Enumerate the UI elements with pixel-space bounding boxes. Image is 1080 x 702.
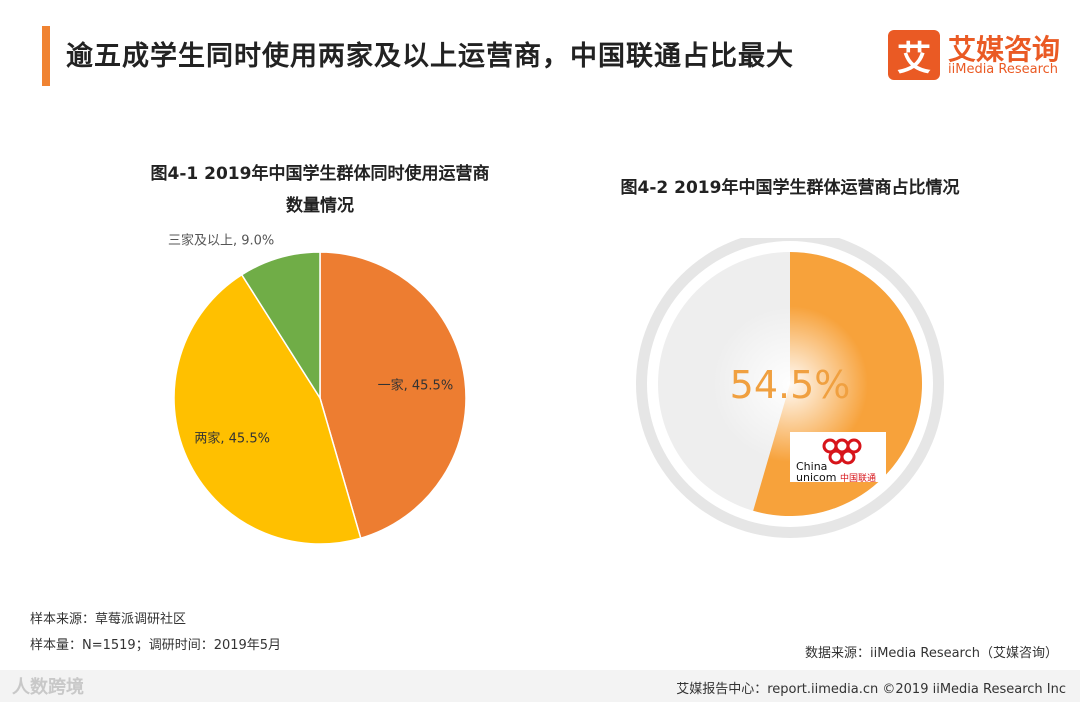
chart2-title: 图4-2 2019年中国学生群体运营商占比情况 [620, 178, 960, 198]
pie1-slice-one [319, 251, 467, 540]
china-unicom-logo: China unicom 中国联通 [790, 432, 886, 484]
chart2-gauge: 54.5% China unicom 中国联通 [636, 238, 944, 538]
gauge-center-glow [712, 306, 868, 462]
iimedia-logo-icon: 艾 [888, 30, 940, 80]
pie1-label-one: 一家, 45.5% [378, 377, 454, 393]
title-accent-bar [42, 26, 50, 86]
chart1-title: 图4-1 2019年中国学生群体同时使用运营商 数量情况 [100, 158, 540, 222]
chart1-title-line1: 图4-1 2019年中国学生群体同时使用运营商 [150, 164, 490, 184]
watermark: 人数跨境 [12, 677, 84, 698]
chart1-pie: 一家, 45.5% 两家, 45.5% 三家及以上, 9.0% [168, 233, 467, 545]
pie1-label-two: 两家, 45.5% [194, 431, 270, 447]
chart1-title-line2: 数量情况 [286, 196, 354, 216]
logo-text-en: iiMedia Research [948, 62, 1059, 77]
page-title: 逾五成学生同时使用两家及以上运营商，中国联通占比最大 [66, 41, 794, 72]
unicom-logo-cn: 中国联通 [840, 472, 876, 484]
pie1-slice-three-plus [240, 251, 321, 401]
footer-bar [0, 670, 1080, 702]
pie1-label-three-plus: 三家及以上, 9.0% [168, 233, 274, 249]
data-source-note: 数据来源：iiMedia Research（艾媒咨询） [804, 646, 1058, 661]
sample-size-note: 样本量：N=1519；调研时间：2019年5月 [30, 638, 282, 653]
unicom-logo-line1: China [796, 460, 827, 473]
sample-source-note: 样本来源：草莓派调研社区 [30, 612, 187, 627]
unicom-share-value: 54.5% [730, 363, 851, 407]
footer-report-center: 艾媒报告中心：report.iimedia.cn ©2019 iiMedia R… [676, 682, 1066, 697]
unicom-logo-line2: unicom [796, 471, 837, 484]
logo-text-cn: 艾媒咨询 [948, 33, 1061, 66]
pie1-slice-two [173, 273, 362, 545]
